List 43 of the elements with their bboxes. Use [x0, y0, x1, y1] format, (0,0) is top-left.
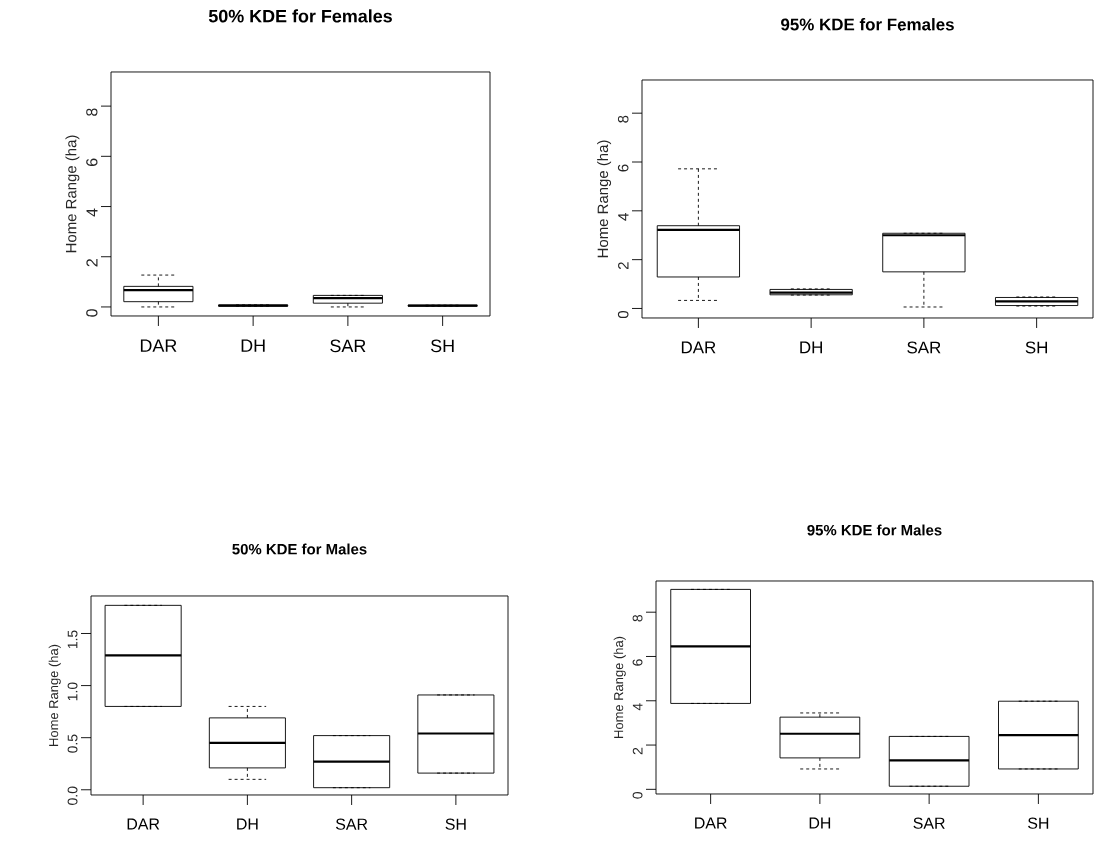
x-tick-label: SH [1025, 341, 1048, 354]
y-axis-title: Home Range (ha) [613, 636, 626, 738]
chart-title: 95% KDE for Males [807, 524, 942, 536]
x-tick-label: SAR [907, 341, 941, 354]
y-tick-label: 4 [618, 213, 629, 221]
y-tick-label: 2 [86, 259, 98, 267]
y-tick-label: 8 [617, 115, 629, 123]
y-tick-label: 0 [617, 310, 629, 319]
x-tick-label: SAR [335, 818, 368, 830]
y-tick-label: 6 [86, 158, 98, 166]
x-tick-label: SH [445, 818, 466, 830]
y-tick-label: 1.0 [67, 682, 78, 701]
x-tick-label: SAR [913, 817, 945, 829]
chart-title: 50% KDE for Males [232, 543, 367, 555]
y-tick-label: 2 [618, 262, 629, 270]
x-tick-label: DAR [681, 341, 716, 354]
x-tick-label: SH [1028, 817, 1049, 829]
y-axis-title: Home Range (ha) [597, 140, 612, 258]
y-tick-label: 0 [86, 309, 98, 317]
y-tick-label: 4 [632, 703, 643, 711]
y-tick-label: 1.5 [67, 630, 78, 649]
y-axis-title: Home Range (ha) [48, 644, 61, 746]
y-tick-label: 4 [86, 208, 98, 217]
x-tick-label: DAR [127, 818, 160, 830]
chart-title: 95% KDE for Females [781, 18, 954, 31]
x-tick-label: SAR [330, 339, 366, 353]
x-tick-label: DH [809, 817, 831, 829]
y-tick-label: 6 [632, 659, 643, 666]
y-tick-label: 8 [86, 108, 98, 116]
y-tick-label: 2 [632, 747, 643, 755]
chart-title: 50% KDE for Females [208, 9, 392, 23]
y-tick-label: 0 [632, 791, 643, 799]
x-tick-label: SH [430, 339, 454, 353]
y-tick-label: 0.5 [67, 734, 78, 753]
y-axis-title: Home Range (ha) [65, 135, 80, 253]
x-tick-label: DH [800, 341, 822, 354]
x-tick-label: DAR [140, 339, 177, 352]
y-tick-label: 0.0 [67, 786, 78, 805]
y-tick-label: 8 [632, 614, 643, 622]
y-tick-label: 6 [617, 164, 629, 172]
x-tick-label: DH [241, 339, 265, 352]
x-tick-label: DH [237, 818, 258, 830]
x-tick-label: DAR [695, 817, 727, 829]
